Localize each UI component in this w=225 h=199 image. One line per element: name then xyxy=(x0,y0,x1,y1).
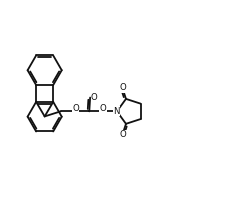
Text: O: O xyxy=(119,83,126,93)
Text: O: O xyxy=(91,93,98,101)
Text: O: O xyxy=(100,104,106,113)
Text: O: O xyxy=(72,104,79,113)
Text: N: N xyxy=(113,107,120,116)
Text: O: O xyxy=(119,130,126,139)
